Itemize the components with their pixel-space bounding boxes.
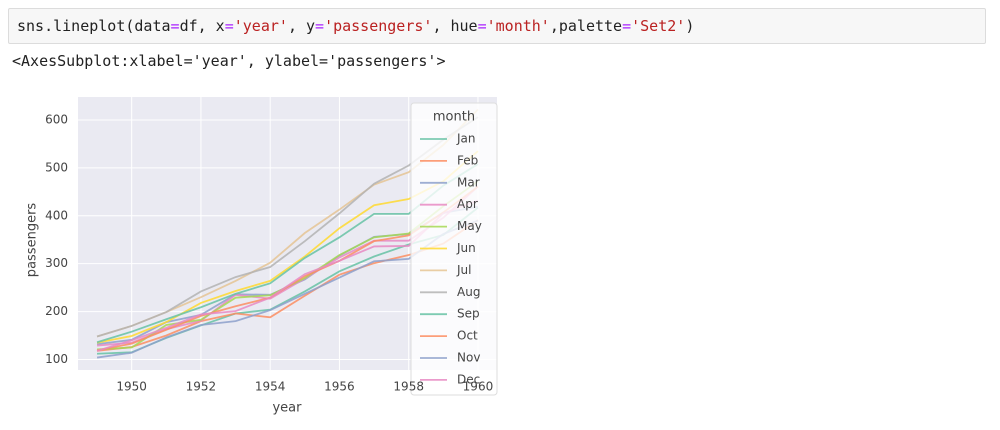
code-token: , y [287,17,316,35]
code-token: df, x [179,17,225,35]
y-tick-label: 200 [45,304,68,318]
code-token: = [315,17,325,35]
legend-label: Dec [457,372,480,386]
y-tick-label: 500 [45,160,68,174]
code-token: 'year' [233,17,288,35]
legend-label: Oct [457,329,478,343]
legend-label: Jan [456,132,476,146]
x-tick-label: 1960 [463,380,494,394]
legend-label: Apr [457,197,478,211]
code-token: 'Set2' [631,17,686,35]
output-text: <AxesSubplot:xlabel='year', ylabel='pass… [12,52,446,70]
code-token: ,palette [549,17,623,35]
code-token: sns.lineplot(data [17,17,171,35]
legend-label: Feb [457,153,478,167]
x-tick-label: 1954 [255,380,286,394]
code-token: = [477,17,487,35]
legend-box [410,102,498,396]
code-cell: sns.lineplot(data=df, x='year', y='passe… [8,8,986,44]
legend-label: Jun [456,241,476,255]
y-tick-label: 600 [45,112,68,126]
legend-label: May [457,219,482,233]
y-tick-label: 100 [45,352,68,366]
code-token: 'passengers' [324,17,433,35]
legend-label: Sep [457,307,480,321]
x-tick-label: 1950 [116,380,147,394]
code-token: = [170,17,180,35]
code-token: = [622,17,632,35]
code-token: , hue [432,17,478,35]
code-token: ) [685,17,695,35]
y-tick-label: 300 [45,256,68,270]
legend-title: month [433,110,475,125]
code-token: = [224,17,234,35]
legend-label: Nov [457,351,480,365]
x-tick-label: 1958 [393,380,424,394]
y-axis-label: passengers [25,203,40,278]
legend-label: Aug [457,285,480,299]
code-token: 'month' [486,17,550,35]
x-tick-label: 1956 [324,380,355,394]
x-tick-label: 1952 [186,380,217,394]
legend-label: Jul [456,263,471,277]
y-tick-label: 400 [45,208,68,222]
legend-label: Mar [457,175,480,189]
x-axis-label: year [272,401,302,416]
